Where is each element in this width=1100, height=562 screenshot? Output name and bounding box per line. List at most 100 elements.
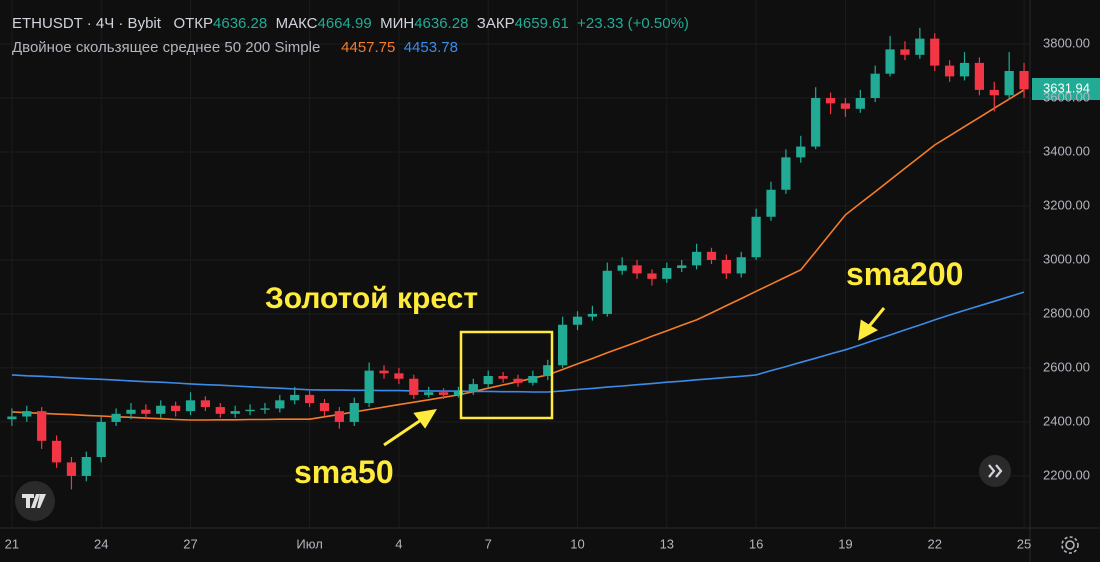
candle-body bbox=[81, 457, 91, 476]
x-tick-label: 7 bbox=[485, 536, 492, 551]
candle-body bbox=[781, 157, 791, 190]
candle-body bbox=[200, 400, 211, 408]
candle-body bbox=[617, 265, 627, 271]
candle-body bbox=[721, 259, 731, 274]
arrows bbox=[383, 307, 886, 447]
candle-body bbox=[587, 313, 598, 317]
y-tick-label: 2800.00 bbox=[1043, 305, 1090, 320]
candle-body bbox=[498, 376, 508, 379]
y-tick-label: 3600.00 bbox=[1043, 89, 1090, 104]
indicator-line: Двойное скользящее среднее 50 200 Simple… bbox=[12, 36, 689, 60]
candle-body bbox=[51, 440, 62, 463]
candle-body bbox=[468, 384, 478, 391]
arrow-head bbox=[413, 408, 437, 429]
scroll-icon bbox=[988, 464, 1003, 478]
symbol: ETHUSDT · 4Ч · Bybit bbox=[12, 15, 161, 32]
candle-body bbox=[915, 38, 925, 55]
indicator-value: 4457.75 bbox=[341, 39, 396, 56]
settings-icon[interactable] bbox=[1061, 536, 1079, 554]
annotation: sma200 bbox=[846, 256, 964, 292]
candle-body bbox=[602, 270, 612, 314]
candle-body bbox=[379, 370, 389, 374]
candle-body bbox=[37, 411, 47, 441]
ohlc-label: ЗАКР bbox=[476, 15, 515, 32]
candle-body bbox=[513, 378, 523, 383]
ohlc-value: 4636.28 bbox=[213, 15, 268, 32]
candle-body bbox=[855, 97, 865, 109]
candle-body bbox=[632, 265, 642, 274]
x-tick-label: Июл bbox=[296, 536, 322, 551]
candle-body bbox=[691, 251, 702, 266]
candle-body bbox=[989, 89, 999, 96]
y-tick-label: 2400.00 bbox=[1043, 413, 1090, 428]
candle-body bbox=[528, 376, 538, 383]
x-tick-label: 27 bbox=[183, 536, 197, 551]
y-tick-label: 3800.00 bbox=[1043, 35, 1090, 50]
last-price-label: 3631.94 bbox=[1043, 80, 1090, 95]
annotation: Золотой крест bbox=[265, 282, 479, 315]
x-tick-label: 4 bbox=[395, 536, 402, 551]
x-tick-label: 16 bbox=[749, 536, 763, 551]
candle-body bbox=[1019, 70, 1029, 90]
header: ETHUSDT · 4Ч · Bybit ОТКР4636.28 МАКС466… bbox=[12, 12, 689, 60]
ohlc-value: 4664.99 bbox=[317, 15, 372, 32]
y-tick-label: 2600.00 bbox=[1043, 359, 1090, 374]
candle-body bbox=[483, 376, 493, 385]
candle-body bbox=[885, 49, 895, 74]
highlight-box bbox=[459, 330, 554, 420]
candle-body bbox=[974, 62, 985, 90]
candle-body bbox=[751, 216, 761, 258]
ohlc-value: 4636.28 bbox=[414, 15, 469, 32]
candle-body bbox=[185, 400, 196, 412]
candle-body bbox=[825, 97, 836, 104]
candle-body bbox=[141, 409, 151, 414]
candle-body bbox=[334, 411, 344, 422]
candle-body bbox=[409, 378, 419, 395]
x-tick-label: 19 bbox=[838, 536, 852, 551]
candle-body bbox=[7, 416, 17, 420]
candle-body bbox=[215, 407, 225, 414]
candle-body bbox=[126, 409, 136, 414]
candle-body bbox=[870, 73, 880, 98]
candle-body bbox=[22, 411, 32, 417]
candle-body bbox=[394, 373, 404, 379]
candle-body bbox=[706, 251, 717, 260]
candle-body bbox=[438, 392, 449, 395]
y-tick-label: 2200.00 bbox=[1043, 467, 1090, 482]
x-tick-label: 24 bbox=[94, 536, 108, 551]
arrow bbox=[383, 416, 425, 447]
candle-body bbox=[290, 394, 300, 401]
candle-body bbox=[736, 257, 746, 274]
candle-body bbox=[647, 273, 657, 279]
candle-body bbox=[275, 400, 285, 409]
ohlc-value: 4659.61 bbox=[514, 15, 569, 32]
x-tick-label: 13 bbox=[660, 536, 674, 551]
change: +23.33 (+0.50%) bbox=[577, 15, 689, 32]
candle-body bbox=[572, 316, 583, 325]
candle-body bbox=[543, 365, 553, 377]
candle-body bbox=[304, 394, 315, 404]
last-price-tag bbox=[1032, 78, 1100, 100]
ma-line bbox=[11, 291, 1025, 393]
candle-body bbox=[766, 189, 776, 217]
candle-body bbox=[260, 408, 270, 410]
indicator-name: Двойное скользящее среднее 50 200 Simple bbox=[12, 39, 321, 56]
candle-body bbox=[900, 49, 910, 55]
header-line: ETHUSDT · 4Ч · Bybit ОТКР4636.28 МАКС466… bbox=[12, 12, 689, 36]
candle-body bbox=[66, 462, 77, 476]
candle-body bbox=[811, 97, 821, 147]
arrow-head bbox=[858, 319, 879, 341]
candle-body bbox=[662, 268, 672, 279]
candle-body bbox=[930, 38, 940, 66]
candle-body bbox=[796, 146, 806, 158]
candle-body bbox=[171, 405, 181, 412]
logo bbox=[22, 494, 46, 508]
candle-body bbox=[96, 421, 106, 458]
y-tick-label: 3400.00 bbox=[1043, 143, 1090, 158]
indicator-value: 4453.78 bbox=[403, 39, 458, 56]
candle-body bbox=[111, 413, 121, 422]
annotation: sma50 bbox=[294, 454, 394, 490]
candle-body bbox=[840, 103, 851, 109]
